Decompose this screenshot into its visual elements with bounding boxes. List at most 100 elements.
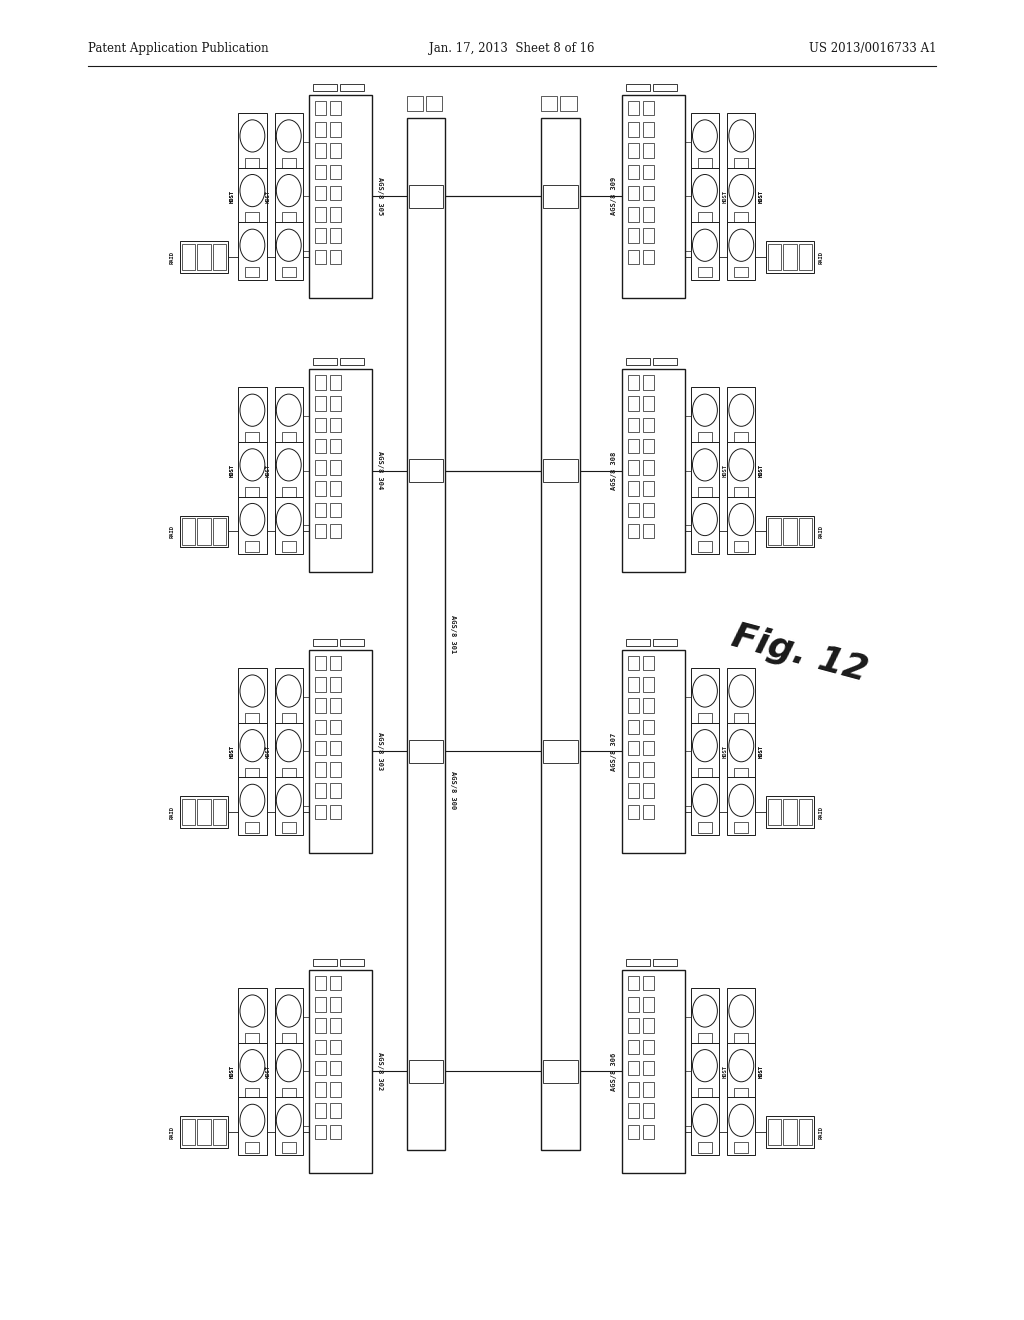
Bar [643,805,654,820]
Bar [691,777,719,834]
Bar [246,1088,259,1098]
Bar [246,213,259,223]
Bar [653,639,677,647]
Bar [239,1097,266,1155]
Bar [315,1104,326,1118]
Bar [734,1142,749,1152]
Bar [691,168,719,226]
Bar [643,524,654,539]
Bar [643,396,654,411]
Circle shape [276,1105,301,1137]
Bar [691,496,719,554]
Circle shape [729,1105,754,1137]
Bar [653,84,677,91]
Text: AGS/8 300: AGS/8 300 [451,771,457,809]
Bar [629,249,639,264]
Bar [643,207,654,222]
Circle shape [729,230,754,261]
Bar [643,228,654,243]
Bar [542,96,557,111]
Bar [282,213,296,223]
Bar [315,207,326,222]
Bar [309,95,372,297]
Bar [239,668,266,726]
Bar [246,158,259,168]
Bar [274,1097,303,1155]
Bar [629,1040,639,1055]
Circle shape [240,1105,265,1137]
Bar [643,249,654,264]
Bar [407,117,445,1150]
Bar [629,762,639,776]
Bar [691,222,719,280]
Bar [331,417,341,432]
Bar [626,960,649,966]
Bar [331,503,341,517]
Bar [315,186,326,201]
Bar [629,186,639,201]
Bar [629,975,639,990]
Bar [340,960,365,966]
Bar [309,370,372,572]
Bar [643,121,654,136]
Bar [783,1119,797,1146]
Bar [239,114,266,170]
Bar [629,144,639,158]
Bar [783,799,797,825]
Bar [734,267,749,277]
Bar [626,359,649,366]
Bar [246,713,259,723]
Bar [274,496,303,554]
Bar [213,1119,226,1146]
Bar [331,396,341,411]
Bar [698,158,712,168]
Text: RAID: RAID [819,525,824,537]
Bar [623,651,685,853]
Bar [407,96,423,111]
Bar [766,242,814,273]
Bar [727,1097,756,1155]
Bar [315,417,326,432]
Bar [799,244,812,271]
Bar [783,244,797,271]
Bar [727,989,756,1045]
Bar [653,359,677,366]
Bar [629,438,639,453]
Circle shape [729,120,754,152]
Bar [426,96,442,111]
Circle shape [240,503,265,536]
Bar [315,100,326,115]
Bar [643,1019,654,1034]
Bar [282,487,296,498]
Circle shape [692,230,718,261]
Text: AGS/8 307: AGS/8 307 [611,733,617,771]
Bar [315,165,326,180]
Bar [698,541,712,552]
Text: HOST: HOST [229,190,234,203]
Text: RAID: RAID [170,805,175,818]
Circle shape [729,174,754,207]
Bar [274,722,303,780]
Bar [734,1088,749,1098]
Text: AGS/8 309: AGS/8 309 [611,177,617,215]
Bar [643,417,654,432]
Bar [734,541,749,552]
Text: HOST: HOST [229,1065,234,1078]
Text: AGS/8 308: AGS/8 308 [611,451,617,490]
Bar [691,1043,719,1100]
Circle shape [692,174,718,207]
Bar [409,185,443,209]
Bar [315,503,326,517]
Bar [409,459,443,482]
Text: HOST: HOST [229,190,234,203]
Bar [331,1019,341,1034]
Text: Jan. 17, 2013  Sheet 8 of 16: Jan. 17, 2013 Sheet 8 of 16 [429,42,595,55]
Bar [629,805,639,820]
Circle shape [692,784,718,817]
Bar [727,387,756,445]
Bar [727,114,756,170]
Bar [198,1119,211,1146]
Bar [691,387,719,445]
Bar [629,165,639,180]
Bar [629,503,639,517]
